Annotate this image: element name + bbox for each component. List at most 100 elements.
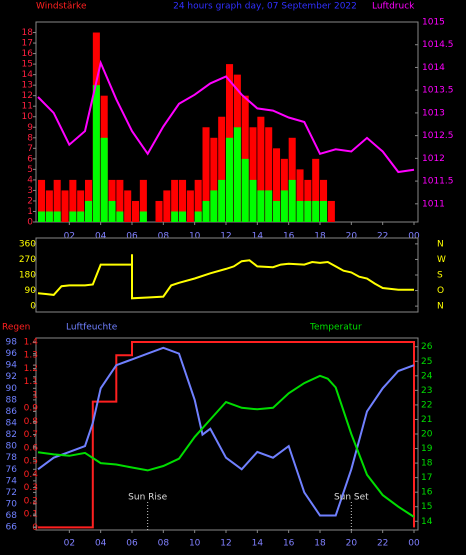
y3-tick-label: 21 bbox=[421, 415, 432, 425]
wind-bar bbox=[61, 190, 69, 222]
wind-bar bbox=[218, 116, 226, 222]
y-tick-label: 11 bbox=[22, 102, 33, 112]
y3-label: Temperatur bbox=[309, 323, 362, 333]
wind-bar bbox=[139, 211, 147, 222]
y2-tick-label: 1013 bbox=[422, 108, 445, 118]
y2-tick-label: W bbox=[437, 255, 446, 265]
title: 24 hours graph day, 07 September 2022 bbox=[173, 2, 357, 12]
y3-tick-label: 26 bbox=[421, 342, 433, 352]
y3-tick-label: 25 bbox=[421, 357, 432, 367]
x-tick-label: 22 bbox=[377, 232, 388, 242]
y-tick-label: 90 bbox=[25, 286, 37, 296]
y-tick-label: 270 bbox=[19, 255, 36, 265]
wind-bar bbox=[273, 200, 281, 222]
y2-tick-label: S bbox=[437, 271, 443, 281]
wind-bar bbox=[45, 190, 53, 222]
wind-bar bbox=[296, 169, 304, 222]
data-line bbox=[38, 341, 415, 529]
y-label: Regen bbox=[2, 323, 30, 333]
x-tick-label: 18 bbox=[314, 232, 326, 242]
y-tick-label: 17 bbox=[22, 39, 33, 49]
wind-bar bbox=[249, 179, 257, 222]
wind-bar bbox=[304, 200, 312, 222]
y-tick-label: 0.4 bbox=[24, 470, 39, 480]
y2-tick-label: 1013.5 bbox=[422, 86, 454, 96]
wind-bar bbox=[124, 190, 132, 222]
data-line bbox=[37, 254, 414, 300]
wind-bar bbox=[77, 190, 85, 222]
wind-bar bbox=[249, 127, 257, 222]
wind-bar bbox=[85, 200, 93, 222]
wind-bar bbox=[116, 179, 124, 222]
y-tick-label: 0.9 bbox=[24, 404, 39, 414]
x-tick-label: 20 bbox=[346, 539, 358, 549]
y-tick-label: 5 bbox=[27, 165, 33, 175]
x-tick-label: 06 bbox=[126, 232, 138, 242]
y3-tick-label: 23 bbox=[421, 386, 432, 396]
x-tick-label: 08 bbox=[158, 232, 170, 242]
x-tick-label: 12 bbox=[220, 539, 231, 549]
y2-tick-label: 74 bbox=[6, 476, 18, 486]
wind-bar bbox=[45, 211, 53, 222]
y2-tick-label: N bbox=[437, 239, 444, 249]
wind-bar bbox=[139, 179, 147, 222]
y-tick-label: 4 bbox=[27, 175, 33, 185]
y2-tick-label: 90 bbox=[6, 384, 18, 394]
wind-bar bbox=[327, 200, 335, 222]
y-tick-label: 1.4 bbox=[24, 337, 39, 347]
y2-tick-label: 1014 bbox=[422, 63, 445, 73]
y-tick-label: 1.2 bbox=[24, 364, 38, 374]
plot-frame bbox=[35, 237, 419, 313]
wind-bar bbox=[288, 179, 296, 222]
wind-bar bbox=[179, 211, 187, 222]
wind-bar bbox=[69, 211, 77, 222]
wind-bar bbox=[202, 127, 210, 222]
wind-bar bbox=[85, 179, 93, 222]
x-tick-label: 00 bbox=[408, 539, 420, 549]
y-tick-label: 14 bbox=[22, 70, 34, 80]
y-tick-label: 10 bbox=[22, 112, 34, 122]
x-tick-label: 00 bbox=[408, 232, 420, 242]
y-tick-label: 9 bbox=[27, 123, 33, 133]
y-tick-label: 18 bbox=[22, 28, 34, 38]
wind-bar bbox=[69, 179, 77, 222]
y2-tick-label: 1011 bbox=[422, 199, 445, 209]
y3-tick-label: 17 bbox=[421, 473, 432, 483]
wind-bar bbox=[312, 158, 320, 222]
wind-bar bbox=[218, 179, 226, 222]
wind-bar bbox=[233, 127, 241, 222]
wind-bar bbox=[171, 211, 179, 222]
y3-tick-label: 22 bbox=[421, 400, 432, 410]
y-tick-label: 2 bbox=[27, 196, 33, 206]
y-tick-label: 7 bbox=[27, 144, 33, 154]
y3-tick-label: 18 bbox=[421, 459, 433, 469]
wind-bar bbox=[257, 116, 265, 222]
y2-tick-label: 92 bbox=[6, 372, 17, 382]
y2-tick-label: N bbox=[437, 302, 444, 312]
y3-tick-label: 20 bbox=[421, 430, 433, 440]
data-line bbox=[37, 374, 415, 518]
annotation: Sun Rise bbox=[128, 493, 167, 503]
y2-tick-label: 72 bbox=[6, 488, 17, 498]
data-line bbox=[37, 346, 415, 517]
x-tick-label: 16 bbox=[283, 539, 295, 549]
y3-tick-label: 14 bbox=[421, 517, 433, 527]
wind-bar bbox=[38, 211, 46, 222]
y2-tick-label: O bbox=[437, 286, 444, 296]
x-tick-label: 04 bbox=[95, 539, 107, 549]
data-line bbox=[37, 59, 415, 174]
wind-bar bbox=[186, 190, 194, 222]
y2-tick-label: 1015 bbox=[422, 18, 445, 28]
y2-tick-label: 98 bbox=[6, 338, 18, 348]
x-tick-label: 14 bbox=[252, 232, 264, 242]
wind-bar bbox=[312, 200, 320, 222]
wind-bar bbox=[108, 179, 116, 222]
wind-bar bbox=[77, 211, 85, 222]
wind-bar bbox=[53, 211, 61, 222]
wind-bar bbox=[226, 137, 234, 222]
wind-bar bbox=[202, 200, 210, 222]
y-tick-label: 0 bbox=[27, 218, 33, 228]
y-tick-label: 13 bbox=[22, 81, 33, 91]
y2-tick-label: 1014.5 bbox=[422, 40, 454, 50]
y-tick-label: 0.5 bbox=[24, 457, 38, 467]
